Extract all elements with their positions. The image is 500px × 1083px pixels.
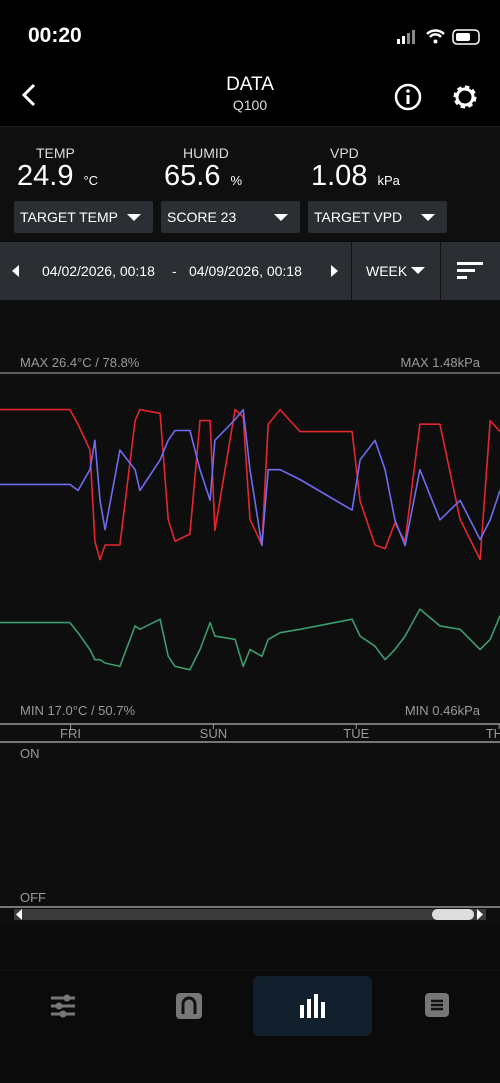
next-button[interactable] xyxy=(328,263,340,279)
prev-button[interactable] xyxy=(10,263,22,279)
sensor-name: VPD xyxy=(330,145,359,161)
sensor-reading: 24.9 °C xyxy=(17,160,98,193)
divider xyxy=(440,242,441,300)
series-line xyxy=(0,608,500,671)
tab-menu[interactable] xyxy=(425,993,451,1019)
sensor-value: 1.08 xyxy=(311,160,368,192)
range-separator: - xyxy=(172,263,177,279)
clock: 00:20 xyxy=(28,24,82,47)
dropdown-arrow xyxy=(411,267,425,274)
info-button[interactable] xyxy=(393,82,423,112)
back-button[interactable] xyxy=(18,82,42,108)
min-left-label: MIN 17.0°C / 50.7% xyxy=(20,703,135,718)
range-end: 04/09/2026, 00:18 xyxy=(189,263,302,279)
sensor-panel: TEMP 24.9 °C HUMID 65.6% VPD 1.08 kPa TARGET TEM… xyxy=(0,127,500,241)
chart-background xyxy=(0,300,500,925)
sensor-unit: °C xyxy=(83,173,99,188)
sensor-name: TEMP xyxy=(36,145,75,161)
dropdown[interactable]: TARGET VPD xyxy=(308,201,447,233)
page-title: DATA xyxy=(226,74,274,95)
device-name: Q100 xyxy=(232,97,268,113)
x-tick-label: THU xyxy=(486,726,500,741)
range-start: 04/02/2026, 00:18 xyxy=(42,263,155,279)
scrollbar-thumb[interactable] xyxy=(432,909,474,920)
min-right-label: MIN 0.46kPa xyxy=(405,703,481,718)
x-tick-label: SUN xyxy=(200,726,227,741)
tab-data-active[interactable] xyxy=(253,976,372,1036)
switch-off-label: OFF xyxy=(20,890,46,905)
scrollbar-track xyxy=(14,909,486,920)
x-tick-label: TUE xyxy=(343,726,369,741)
x-tick-label: FRI xyxy=(60,726,81,741)
sensor-value: 24.9 xyxy=(17,160,74,192)
tab-automation[interactable] xyxy=(176,993,202,1019)
tab-data-icon xyxy=(300,994,325,1018)
series-line xyxy=(0,408,500,561)
sensor-reading: 65.6% xyxy=(164,160,242,193)
divider xyxy=(351,242,352,300)
sensor-unit: % xyxy=(230,173,243,188)
max-left-label: MAX 26.4°C / 78.8% xyxy=(20,355,140,370)
scroll-left xyxy=(16,909,22,920)
dropdown[interactable]: SCORE 23 xyxy=(161,201,300,233)
switch-on-label: ON xyxy=(20,746,40,761)
period-dropdown[interactable]: WEEK xyxy=(366,263,408,279)
tab-controls[interactable] xyxy=(50,993,76,1019)
sensor-name: HUMID xyxy=(183,145,229,161)
chart: MAX 26.4°C / 78.8% MAX 1.48kPa MIN 17.0°C … xyxy=(0,300,500,925)
tab-bar xyxy=(0,970,500,1083)
status-bar: 00:20 xyxy=(0,0,500,62)
settings-button[interactable] xyxy=(450,82,480,112)
sensor-reading: 1.08 kPa xyxy=(311,160,400,193)
sort-button[interactable] xyxy=(457,260,485,282)
max-right-label: MAX 1.48kPa xyxy=(401,355,481,370)
status-icons xyxy=(397,29,480,45)
dropdown[interactable]: TARGET TEMP xyxy=(14,201,153,233)
series-line xyxy=(0,408,500,547)
date-range-bar: 04/02/2026, 00:18 - 04/09/2026, 00:18 WE… xyxy=(0,242,500,300)
header: DATA Q100 xyxy=(0,62,500,127)
scroll-right xyxy=(477,909,483,920)
sensor-value: 65.6 xyxy=(164,160,221,192)
sensor-unit: kPa xyxy=(377,173,400,188)
